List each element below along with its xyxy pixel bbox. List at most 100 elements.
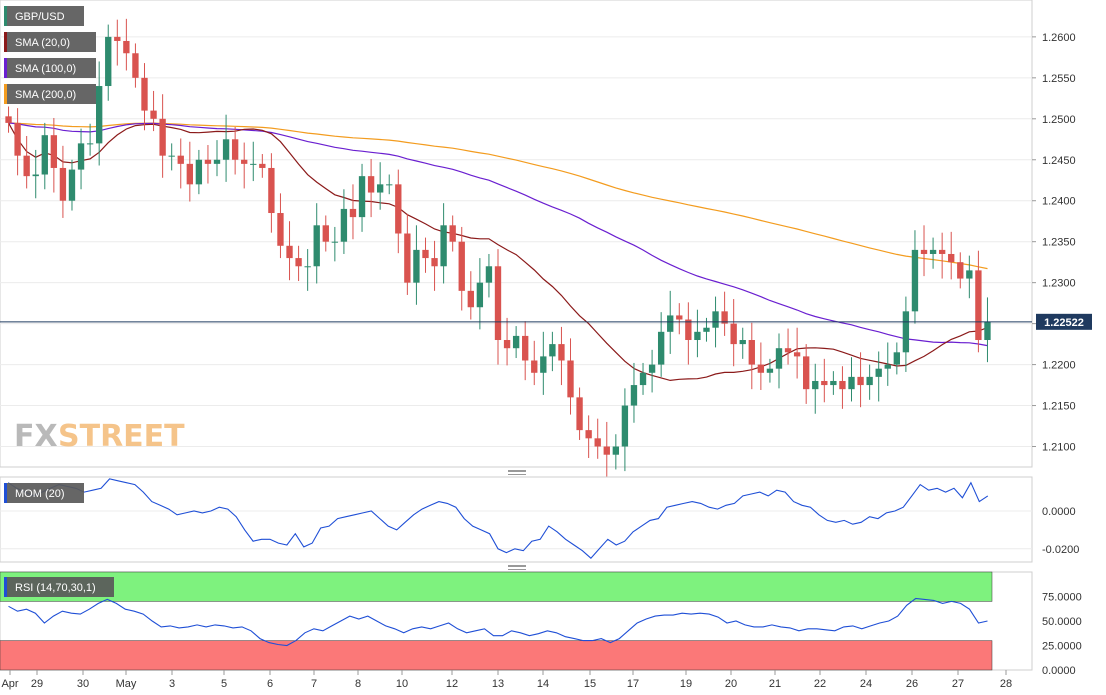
- candle: [621, 388, 629, 472]
- candle-body: [920, 249, 928, 254]
- candle-body: [603, 446, 610, 455]
- candle: [984, 297, 991, 363]
- legend-color-swatch: [4, 6, 7, 26]
- x-tick-label: 15: [584, 678, 596, 690]
- candle: [884, 342, 891, 386]
- candle: [32, 149, 39, 199]
- candle-body: [866, 376, 873, 386]
- candle: [204, 145, 212, 184]
- candle-body: [531, 360, 538, 373]
- candle: [676, 303, 683, 335]
- candle-body: [422, 249, 429, 259]
- candle-body: [657, 331, 665, 365]
- candle: [494, 249, 502, 365]
- candle: [585, 415, 592, 458]
- candle-body: [775, 348, 783, 369]
- candle: [784, 328, 792, 365]
- current-price-label: 1.22522: [1044, 317, 1084, 329]
- candle-body: [150, 110, 157, 119]
- candle-body: [929, 249, 937, 254]
- candle: [304, 249, 311, 291]
- candle-body: [77, 143, 85, 170]
- legend-background: [4, 32, 96, 52]
- candle-body: [512, 335, 520, 349]
- candle-body: [231, 139, 239, 160]
- candle: [105, 24, 112, 101]
- candle: [86, 123, 94, 156]
- candle: [322, 215, 329, 252]
- candle-body: [911, 249, 919, 312]
- candle-body: [458, 241, 465, 291]
- candle: [404, 213, 411, 295]
- candle: [721, 291, 728, 336]
- candle-body: [875, 368, 882, 377]
- panel-splitter-2[interactable]: [508, 565, 526, 570]
- candle: [503, 317, 511, 366]
- candle-body: [268, 167, 275, 214]
- legend-momentum[interactable]: MOM (20): [4, 483, 84, 503]
- candle-body: [549, 344, 556, 357]
- candle-body: [676, 315, 683, 320]
- legend-label: MOM (20): [15, 488, 65, 500]
- x-tick-label: 14: [537, 678, 549, 690]
- candle: [549, 331, 556, 372]
- legend-sma-100-0-[interactable]: SMA (100,0): [4, 58, 96, 78]
- sma-200-line: [8, 122, 988, 270]
- x-tick-label: 24: [860, 678, 872, 690]
- current-price-badge: 1.22522: [1036, 313, 1092, 330]
- candle: [376, 162, 384, 210]
- rsi-tick-label: 50.0000: [1042, 616, 1082, 628]
- candle-body: [313, 225, 320, 267]
- candle: [259, 154, 266, 178]
- candle: [576, 387, 583, 440]
- sma-20-line: [7, 122, 988, 382]
- candle: [948, 231, 955, 280]
- candle: [667, 290, 674, 354]
- legend-sma-20-0-[interactable]: SMA (20,0): [4, 32, 96, 52]
- rsi-panel: 75.0000 50.0000 25.0000 0.0000: [0, 571, 1082, 677]
- candle-body: [41, 135, 48, 175]
- candle: [23, 136, 30, 189]
- legend-sma-200-0-[interactable]: SMA (200,0): [4, 84, 96, 104]
- candle: [975, 250, 982, 353]
- candle: [938, 232, 946, 279]
- legend-rsi[interactable]: RSI (14,70,30,1): [4, 577, 114, 597]
- candle: [839, 366, 846, 409]
- candle-body: [213, 159, 221, 164]
- candle-body: [195, 159, 203, 185]
- candle: [739, 327, 746, 359]
- legend-label: SMA (200,0): [15, 89, 76, 101]
- candle: [911, 230, 919, 324]
- candle-body: [168, 155, 175, 157]
- price-tick-label: 1.2100: [1042, 442, 1076, 454]
- legend-color-swatch: [4, 84, 7, 104]
- candle: [413, 225, 420, 305]
- candle-body: [784, 348, 792, 353]
- candle: [440, 203, 447, 284]
- legend-symbol[interactable]: GBP/USD: [4, 6, 84, 26]
- x-tick-label: 13: [492, 678, 504, 690]
- candle: [241, 142, 248, 189]
- candle: [857, 352, 864, 408]
- panel-splitter[interactable]: [508, 470, 526, 475]
- momentum-tick-label: -0.0200: [1042, 544, 1079, 556]
- x-tick-label: 8: [355, 678, 361, 690]
- candle-body: [59, 167, 67, 201]
- x-tick-label: 5: [221, 678, 227, 690]
- candle: [250, 141, 257, 182]
- candle-body: [5, 116, 12, 123]
- candle: [639, 362, 647, 395]
- price-tick-label: 1.2300: [1042, 278, 1076, 290]
- candle: [540, 331, 547, 395]
- candle-body: [331, 241, 339, 243]
- momentum-tick-label: 0.0000: [1042, 506, 1076, 518]
- candle-body: [667, 315, 674, 332]
- candle: [848, 357, 855, 402]
- candle-body: [893, 352, 900, 365]
- candle-body: [630, 385, 638, 406]
- legend-label: RSI (14,70,30,1): [15, 582, 96, 594]
- candle: [467, 271, 474, 320]
- candle: [358, 163, 366, 232]
- price-tick-label: 1.2500: [1042, 114, 1076, 126]
